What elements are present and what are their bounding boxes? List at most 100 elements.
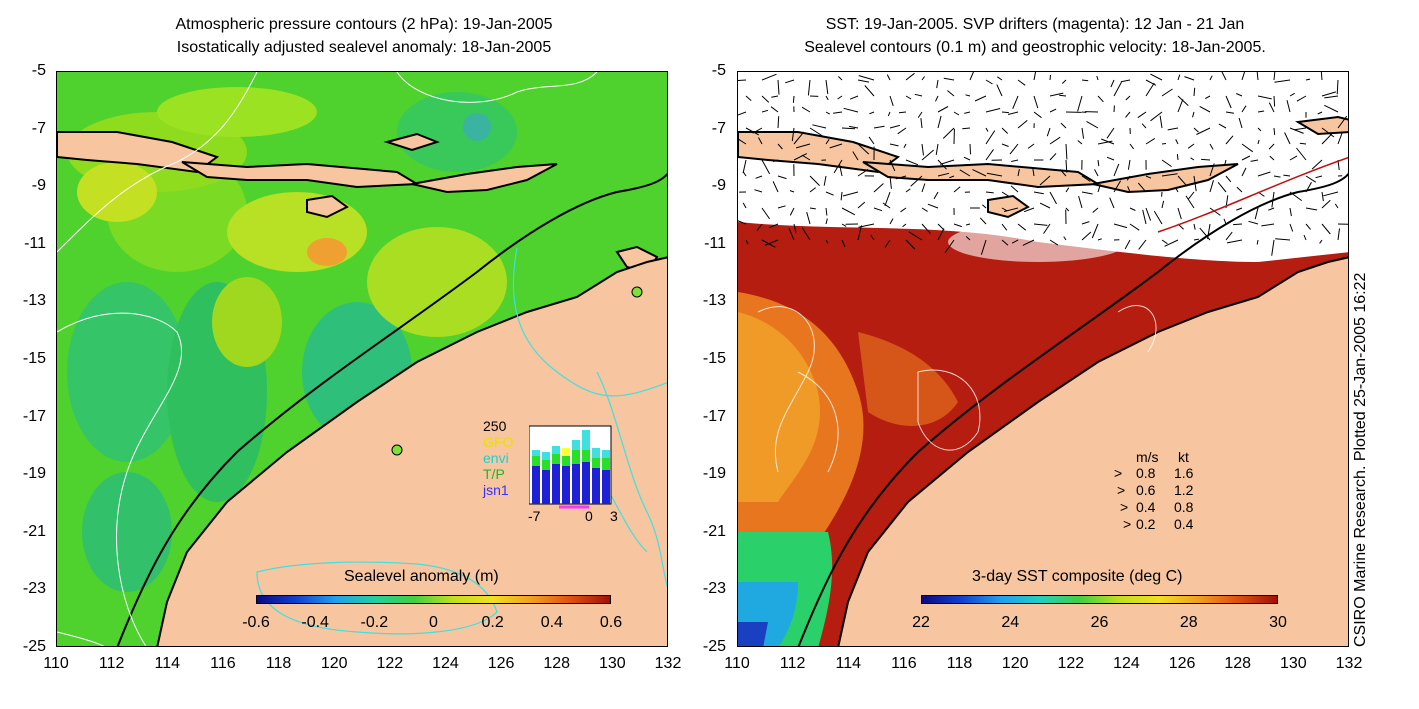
velocity-vector [1321, 91, 1337, 97]
y-tick: -9 [31, 177, 46, 195]
velocity-vector [921, 183, 926, 193]
y-tick: -17 [22, 407, 46, 425]
velocity-vector [921, 207, 928, 212]
velocity-vector [1305, 175, 1317, 183]
velocity-vector [812, 124, 827, 129]
velocity-vector [1001, 143, 1009, 147]
velocity-vector [897, 127, 907, 135]
velocity-vector [1177, 207, 1182, 220]
velocity-vector [771, 95, 779, 98]
velocity-arrow-icon: > [1117, 482, 1126, 498]
velocity-vector [927, 203, 939, 209]
velocity-vector [953, 186, 961, 193]
velocity-vector [801, 106, 811, 113]
velocity-vector [1261, 223, 1275, 227]
velocity-vector [1049, 153, 1057, 161]
velocity-vector [937, 115, 942, 129]
velocity-vector [965, 236, 971, 241]
velocity-vector [738, 138, 747, 145]
velocity-vector [777, 205, 786, 209]
velocity-vector [1305, 78, 1311, 81]
velocity-legend: m/s kt >0.8 1.6 >0.6 1.2 >0.4 0.8 >0.2 0.4 [1110, 449, 1220, 539]
velocity-vector [1289, 155, 1298, 161]
velocity-vector [1033, 223, 1048, 226]
velocity-vector [1142, 209, 1147, 225]
velocity-vector [947, 90, 955, 97]
velocity-vector [1061, 79, 1067, 84]
velocity-vector [1205, 95, 1211, 100]
inset-histogram: 250 GFO envi T/P jsn1 -7 0 3 [455, 418, 625, 530]
velocity-vector [1125, 111, 1131, 118]
velocity-vector [738, 220, 747, 225]
x-tick: 130 [599, 655, 626, 672]
velocity-vector [914, 93, 923, 97]
velocity-kt: 0.4 [1174, 516, 1194, 532]
velocity-vector [841, 127, 856, 130]
y-tick: -5 [711, 62, 726, 79]
velocity-vector [761, 73, 777, 81]
velocity-vector [887, 111, 891, 117]
velocity-vector [1049, 74, 1051, 81]
x-tick: 116 [210, 655, 236, 672]
velocity-vector [884, 239, 891, 248]
velocity-kt: 1.2 [1174, 482, 1194, 498]
velocity-vector [959, 169, 971, 177]
plot-credit: CSIRO Marine Research. Plotted 25-Jan-20… [1352, 272, 1369, 647]
velocity-vector [910, 175, 923, 187]
velocity-vector [773, 159, 779, 163]
left-colorbar [256, 595, 611, 604]
y-tick: -7 [711, 119, 726, 137]
velocity-vector [1296, 147, 1307, 161]
velocity-vector [791, 127, 795, 142]
velocity-vector [1193, 223, 1196, 230]
inset-legend-tp: T/P [483, 466, 505, 482]
velocity-vector [905, 188, 911, 193]
velocity-vector [792, 95, 795, 103]
velocity-vector [882, 202, 891, 209]
velocity-vector [1289, 223, 1294, 232]
velocity-vector [823, 175, 827, 186]
velocity-vector [1305, 223, 1311, 230]
velocity-vector [985, 127, 989, 132]
velocity-vector [1120, 79, 1131, 83]
velocity-vector [1177, 74, 1181, 81]
velocity-vector [1097, 184, 1101, 193]
velocity-vector [1001, 207, 1008, 212]
velocity-vector [921, 76, 926, 81]
velocity-vector [1336, 79, 1339, 95]
velocity-vector [873, 183, 884, 193]
velocity-vector [889, 124, 900, 129]
y-tick: -21 [702, 522, 726, 540]
colorbar-tick: 30 [1269, 614, 1287, 631]
velocity-vector [761, 159, 771, 175]
velocity-vector [1039, 175, 1051, 186]
velocity-vector [1334, 203, 1339, 209]
velocity-vector [825, 218, 828, 225]
velocity-vector [1257, 110, 1265, 113]
velocity-vector [936, 79, 939, 89]
velocity-vector [1106, 127, 1115, 139]
velocity-vector [921, 143, 924, 156]
y-tick: -15 [22, 350, 46, 367]
velocity-vector [1319, 239, 1323, 244]
velocity-vector [1161, 173, 1178, 177]
velocity-vector [1003, 207, 1019, 212]
y-tick: -13 [22, 292, 46, 310]
velocity-header-ms: m/s [1136, 449, 1159, 465]
velocity-vector [745, 95, 752, 101]
velocity-vector [969, 143, 971, 155]
velocity-vector [1113, 223, 1128, 229]
velocity-vector [986, 172, 1003, 177]
left-colorbar-title: Sealevel anomaly (m) [344, 568, 499, 585]
velocity-vector [1225, 175, 1232, 183]
velocity-vector [1185, 195, 1195, 209]
velocity-vector [1113, 180, 1122, 193]
velocity-vector [1010, 185, 1019, 193]
velocity-vector [1081, 127, 1085, 139]
velocity-vector [1065, 143, 1068, 160]
velocity-vector [1065, 187, 1070, 193]
velocity-vector [801, 154, 811, 161]
velocity-vector [1241, 72, 1246, 81]
velocity-vector [825, 191, 834, 196]
velocity-vector [1284, 132, 1291, 145]
